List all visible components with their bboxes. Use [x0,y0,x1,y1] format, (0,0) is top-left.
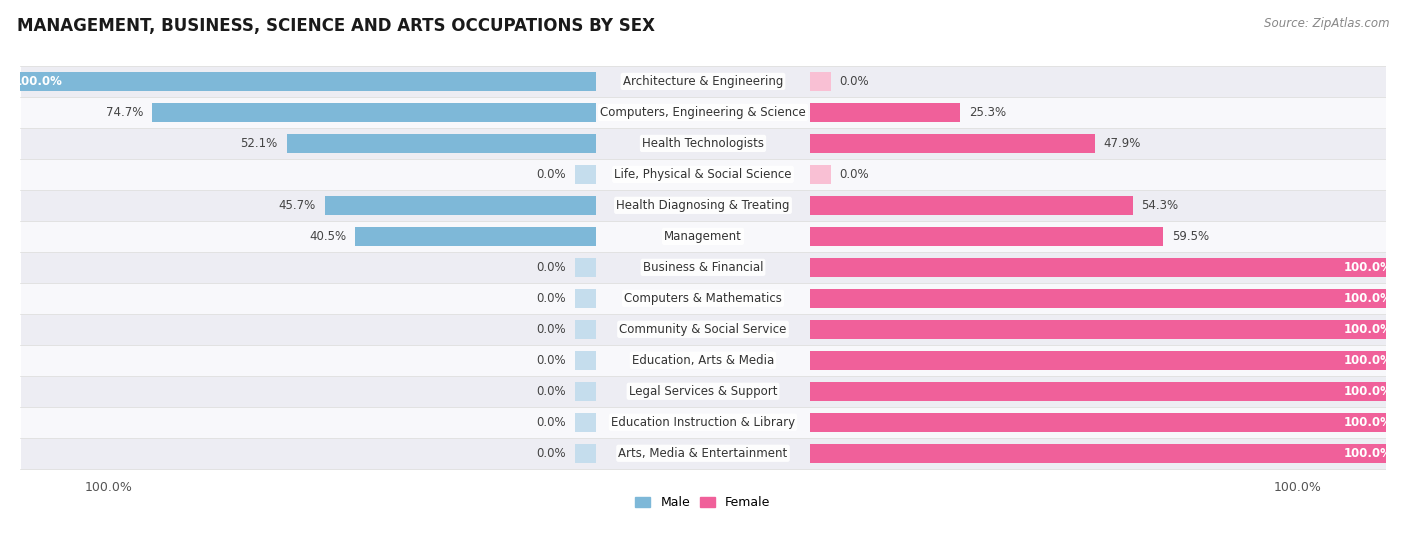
Text: 0.0%: 0.0% [537,447,567,459]
Bar [810,103,960,122]
Bar [810,227,831,246]
Bar [20,314,1386,345]
Bar [575,227,596,246]
Bar [810,288,831,308]
Bar [810,320,1405,339]
Text: Management: Management [664,230,742,243]
Bar [20,128,1386,159]
Text: 25.3%: 25.3% [969,106,1007,119]
Bar [20,221,1386,252]
Text: 0.0%: 0.0% [839,168,869,181]
Text: Business & Financial: Business & Financial [643,261,763,274]
Bar [810,258,1405,277]
Bar [810,444,831,463]
Text: MANAGEMENT, BUSINESS, SCIENCE AND ARTS OCCUPATIONS BY SEX: MANAGEMENT, BUSINESS, SCIENCE AND ARTS O… [17,17,655,35]
Text: 0.0%: 0.0% [537,416,567,429]
Bar [810,382,831,401]
Bar [20,376,1386,407]
Text: 0.0%: 0.0% [537,292,567,305]
Bar [20,159,1386,190]
Bar [810,165,831,184]
Bar [810,288,1405,308]
Text: 100.0%: 100.0% [1343,292,1392,305]
Text: Life, Physical & Social Science: Life, Physical & Social Science [614,168,792,181]
Bar [810,413,1405,432]
Text: Health Diagnosing & Treating: Health Diagnosing & Treating [616,199,790,212]
Bar [356,227,596,246]
Text: 74.7%: 74.7% [105,106,143,119]
Text: 100.0%: 100.0% [14,75,63,88]
Bar [20,252,1386,283]
Bar [810,196,831,215]
Text: 100.0%: 100.0% [1343,261,1392,274]
Bar [810,350,1405,370]
Text: 0.0%: 0.0% [537,168,567,181]
Bar [810,382,1405,401]
Bar [575,444,596,463]
Bar [810,134,831,153]
Bar [152,103,596,122]
Text: 47.9%: 47.9% [1104,137,1140,150]
Bar [810,413,831,432]
Bar [575,196,596,215]
Text: Computers, Engineering & Science: Computers, Engineering & Science [600,106,806,119]
Text: 100.0%: 100.0% [1343,354,1392,367]
Text: Education Instruction & Library: Education Instruction & Library [612,416,794,429]
Text: Arts, Media & Entertainment: Arts, Media & Entertainment [619,447,787,459]
Bar [20,407,1386,438]
Bar [810,227,1163,246]
Bar [20,438,1386,469]
Text: Architecture & Engineering: Architecture & Engineering [623,75,783,88]
Bar [810,134,1094,153]
Bar [575,72,596,91]
Text: 45.7%: 45.7% [278,199,315,212]
Text: 54.3%: 54.3% [1142,199,1178,212]
Bar [575,258,596,277]
Bar [575,165,596,184]
Text: Legal Services & Support: Legal Services & Support [628,385,778,398]
Text: 100.0%: 100.0% [1343,323,1392,336]
Text: Education, Arts & Media: Education, Arts & Media [631,354,775,367]
Bar [810,444,1405,463]
Bar [810,196,1133,215]
Text: Community & Social Service: Community & Social Service [619,323,787,336]
Bar [810,103,831,122]
Text: 100.0%: 100.0% [1343,385,1392,398]
Bar [20,190,1386,221]
Bar [20,345,1386,376]
Bar [575,134,596,153]
Bar [575,382,596,401]
Bar [575,103,596,122]
Text: 40.5%: 40.5% [309,230,346,243]
Bar [20,283,1386,314]
Bar [810,320,831,339]
Text: 0.0%: 0.0% [537,385,567,398]
Text: 0.0%: 0.0% [537,323,567,336]
Bar [575,288,596,308]
Text: Source: ZipAtlas.com: Source: ZipAtlas.com [1264,17,1389,30]
Bar [810,72,831,91]
Text: 0.0%: 0.0% [537,354,567,367]
Legend: Male, Female: Male, Female [630,491,776,514]
Bar [575,320,596,339]
Text: 52.1%: 52.1% [240,137,277,150]
Text: 100.0%: 100.0% [1343,447,1392,459]
Text: 59.5%: 59.5% [1173,230,1209,243]
Bar [810,350,831,370]
Bar [20,66,1386,97]
Bar [810,258,831,277]
Text: 0.0%: 0.0% [839,75,869,88]
Bar [325,196,596,215]
Text: 100.0%: 100.0% [1343,416,1392,429]
Bar [575,350,596,370]
Text: Computers & Mathematics: Computers & Mathematics [624,292,782,305]
Bar [287,134,596,153]
Bar [20,97,1386,128]
Text: 0.0%: 0.0% [537,261,567,274]
Bar [1,72,596,91]
Bar [575,413,596,432]
Text: Health Technologists: Health Technologists [643,137,763,150]
